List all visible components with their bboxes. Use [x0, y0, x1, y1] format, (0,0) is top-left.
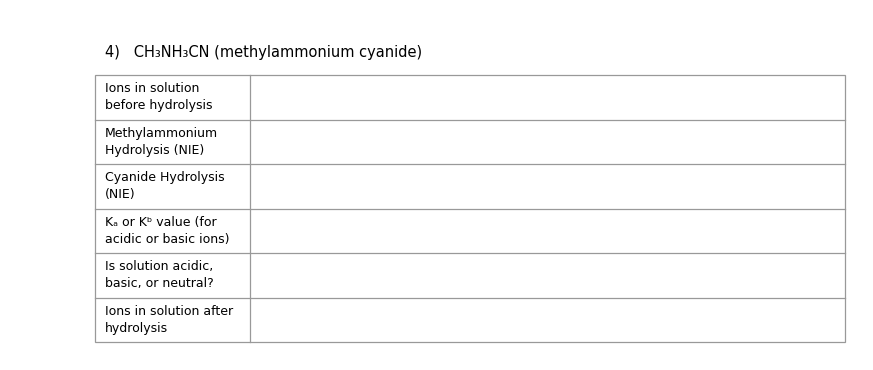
Text: Kₐ or Kᵇ value (for
acidic or basic ions): Kₐ or Kᵇ value (for acidic or basic ions…: [105, 216, 230, 246]
Bar: [95, 75, 845, 342]
Text: Methylammonium
Hydrolysis (NIE): Methylammonium Hydrolysis (NIE): [105, 127, 218, 157]
Text: Ions in solution after
hydrolysis: Ions in solution after hydrolysis: [105, 305, 233, 335]
Text: Is solution acidic,
basic, or neutral?: Is solution acidic, basic, or neutral?: [105, 260, 214, 290]
Text: 4)   CH₃NH₃CN (methylammonium cyanide): 4) CH₃NH₃CN (methylammonium cyanide): [105, 45, 423, 60]
Text: Cyanide Hydrolysis
(NIE): Cyanide Hydrolysis (NIE): [105, 171, 224, 201]
Text: Ions in solution
before hydrolysis: Ions in solution before hydrolysis: [105, 82, 212, 112]
